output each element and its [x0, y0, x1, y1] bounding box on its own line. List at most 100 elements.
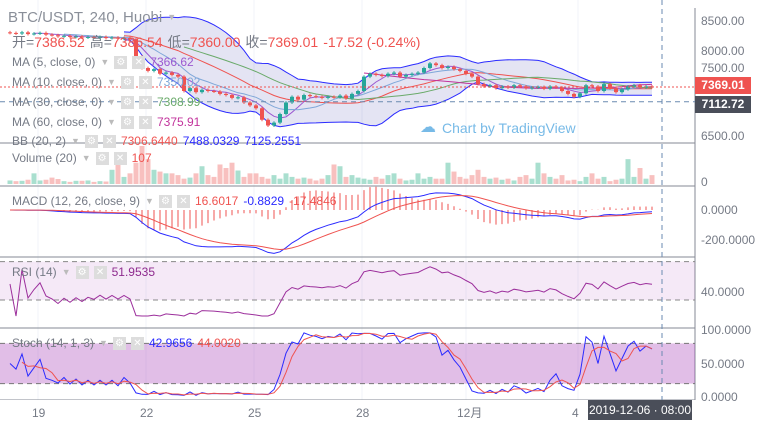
ma5-legend[interactable]: MA (5, close, 0) ▼ ⚙ ✕ 7366.62 — [12, 55, 194, 69]
volume-bar — [427, 176, 433, 184]
gear-icon[interactable]: ⚙ — [112, 336, 126, 350]
high-value: 7386.54 — [111, 34, 163, 50]
volume-bar — [79, 180, 85, 184]
chevron-down-icon[interactable]: ▼ — [99, 338, 108, 348]
volume-bar — [205, 175, 211, 184]
candle-body — [578, 93, 582, 97]
candle-body — [236, 97, 240, 99]
close-icon[interactable]: ✕ — [93, 265, 107, 279]
gear-icon[interactable]: ⚙ — [75, 265, 89, 279]
volume-bar — [259, 176, 265, 184]
bb-label: BB (20, 2) — [12, 134, 67, 148]
volume-bar — [133, 162, 139, 184]
candle-body — [212, 91, 216, 92]
candle-body — [164, 72, 168, 74]
volume-bar — [421, 178, 427, 184]
chevron-down-icon[interactable]: ▼ — [107, 97, 116, 107]
candle-body — [488, 85, 492, 87]
volume-bar — [595, 178, 601, 184]
volume-bar — [451, 171, 457, 184]
stoch-tick: 0.0000 — [701, 390, 738, 404]
chevron-down-icon[interactable]: ▼ — [107, 77, 116, 87]
symbol-title[interactable]: BTC/USDT, 240, Huobi ▼ — [8, 9, 176, 26]
volume-bar — [397, 178, 403, 184]
gear-icon[interactable]: ⚙ — [120, 95, 134, 109]
candle-body — [626, 86, 630, 90]
rsi-legend[interactable]: RSI (14) ▼ ⚙ ✕ 51.9535 — [12, 265, 155, 279]
volume-bar — [73, 180, 79, 184]
close-icon[interactable]: ✕ — [138, 115, 152, 129]
close-icon[interactable]: ✕ — [176, 194, 190, 208]
candle-body — [452, 66, 456, 70]
macd-line — [9, 192, 653, 254]
candle-body — [158, 69, 162, 74]
volume-bar — [235, 170, 241, 184]
volume-legend[interactable]: Volume (20) ▼ ⚙ ✕ 107 — [12, 151, 152, 165]
candle-body — [122, 38, 126, 40]
candle-body — [206, 89, 210, 91]
candle-body — [284, 102, 288, 114]
ma10-legend[interactable]: MA (10, close, 0) ▼ ⚙ ✕ 7350.02 — [12, 75, 200, 89]
candle-body — [68, 35, 72, 37]
rsi-tick: 40.0000 — [701, 285, 745, 299]
volume-bar — [619, 178, 625, 184]
volume-bar — [523, 175, 529, 184]
chevron-down-icon[interactable]: ▼ — [145, 196, 154, 206]
ohlc-legend: 开= 7386.52 高= 7386.54 低= 7360.00 收= 7369.01 … — [12, 34, 420, 50]
volume-bar — [283, 173, 289, 184]
gear-icon[interactable]: ⚙ — [84, 134, 98, 148]
volume-bar — [637, 168, 643, 184]
volume-bar — [601, 176, 607, 184]
volume-bar — [535, 162, 541, 184]
chevron-down-icon[interactable]: ▼ — [107, 117, 116, 127]
low-value: 7360.00 — [189, 34, 241, 50]
volume-bar — [355, 177, 361, 184]
stoch-label: Stoch (14, 1, 3) — [12, 336, 95, 350]
candle-body — [80, 36, 84, 38]
close-icon[interactable]: ✕ — [138, 95, 152, 109]
ma60-legend[interactable]: MA (60, close, 0) ▼ ⚙ ✕ 7375.91 — [12, 115, 200, 129]
volume-bar — [613, 179, 619, 184]
bb-basis-value: 7306.6440 — [120, 134, 178, 148]
candle-body — [188, 88, 192, 91]
chevron-down-icon[interactable]: ▼ — [71, 136, 80, 146]
candle-body — [248, 102, 252, 106]
volume-bar — [415, 173, 421, 184]
candle-body — [332, 96, 336, 98]
candle-body — [296, 96, 300, 100]
chevron-down-icon[interactable]: ▼ — [61, 267, 71, 277]
macd-legend[interactable]: MACD (12, 26, close, 9) ▼ ⚙ ✕ 16.6017 -0.8829… — [12, 194, 336, 208]
volume-bar — [31, 173, 37, 184]
candle-body — [170, 72, 174, 75]
close-icon[interactable]: ✕ — [132, 55, 146, 69]
chevron-down-icon[interactable]: ▼ — [81, 153, 91, 163]
ma60-label: MA (60, close, 0) — [12, 115, 103, 129]
close-icon[interactable]: ✕ — [102, 134, 116, 148]
gear-icon[interactable]: ⚙ — [120, 75, 134, 89]
close-icon[interactable]: ✕ — [138, 75, 152, 89]
close-icon[interactable]: ✕ — [113, 151, 127, 165]
volume-bar — [457, 176, 463, 184]
close-icon[interactable]: ✕ — [130, 336, 144, 350]
candle-body — [146, 68, 150, 71]
bb-lower-line — [123, 39, 652, 128]
bb-legend[interactable]: BB (20, 2) ▼ ⚙ ✕ 7306.6440 7488.0329 7125.2551 — [12, 134, 301, 148]
chevron-down-icon[interactable]: ▼ — [100, 57, 110, 67]
ma10-label: MA (10, close, 0) — [12, 75, 103, 89]
ma30-legend[interactable]: MA (30, close, 0) ▼ ⚙ ✕ 7308.99 — [12, 95, 200, 109]
gear-icon[interactable]: ⚙ — [158, 194, 172, 208]
gear-icon[interactable]: ⚙ — [95, 151, 109, 165]
last-price-tag: 7369.01 — [695, 77, 751, 94]
rsi-label: RSI (14) — [12, 265, 57, 279]
volume-bar — [541, 173, 547, 184]
time-tick: 28 — [356, 406, 370, 420]
gear-icon[interactable]: ⚙ — [120, 115, 134, 129]
macd-tick: -200.0000 — [701, 233, 756, 247]
volume-bar — [55, 179, 61, 184]
volume-bar — [385, 175, 391, 184]
candle-body — [530, 87, 534, 89]
volume-bar — [163, 173, 169, 184]
stoch-legend[interactable]: Stoch (14, 1, 3) ▼ ⚙ ✕ 42.9656 44.0020 — [12, 336, 241, 350]
gear-icon[interactable]: ⚙ — [114, 55, 128, 69]
